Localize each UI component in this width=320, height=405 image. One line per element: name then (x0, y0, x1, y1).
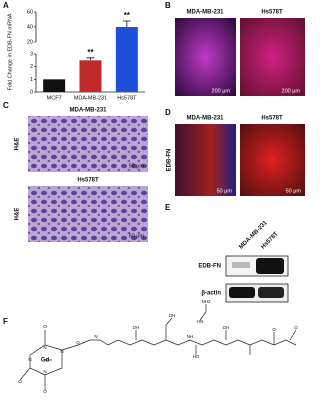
scale-bar-label: 200 μm (282, 88, 301, 94)
atom-label: O (43, 324, 47, 329)
column-title: MDA-MB-231 (186, 116, 224, 122)
atom-label: O (76, 340, 80, 345)
atom-label: NH (187, 334, 194, 339)
micrograph (28, 186, 148, 242)
bar (43, 79, 66, 92)
atom-label: OH (169, 313, 176, 318)
panel-label: D (165, 108, 171, 117)
atom-label: Gd (41, 358, 50, 364)
band (256, 258, 284, 274)
bar (79, 60, 102, 92)
panel-label: E (165, 203, 171, 212)
row-title: Hs578T (77, 178, 99, 184)
stain-label: H&E (15, 208, 21, 221)
panel-label: B (165, 1, 171, 10)
micrograph (28, 116, 148, 172)
panel-label: A (3, 1, 9, 10)
atom-label: N (43, 369, 46, 374)
y-tick-label: 1 (30, 77, 33, 83)
y-tick-label: 20 (27, 39, 33, 45)
scale-bar-label: 50 μm (286, 188, 302, 194)
row-title: EDB-FN (167, 149, 173, 172)
scale-bar-label: 50 μm (217, 188, 233, 194)
atom-label: O (272, 327, 276, 332)
micrograph (240, 124, 305, 196)
atom-label: N (28, 357, 31, 362)
micrograph (175, 124, 236, 196)
micrograph (175, 18, 236, 96)
atom-label: O (294, 325, 298, 330)
scale-bar-label: 50 μm (129, 163, 145, 169)
column-title: Hs578T (261, 10, 283, 16)
significance: ** (87, 48, 94, 57)
row-title: MDA-MB-231 (69, 108, 107, 114)
micrograph (240, 18, 305, 96)
row-label: EDB-FN (198, 264, 221, 270)
atom-label: HO (193, 354, 200, 359)
atom-label: O (18, 379, 22, 384)
x-tick-label: Hs578T (117, 95, 137, 101)
significance: ** (124, 11, 131, 20)
y-tick-label: 60 (27, 9, 33, 15)
error-bar (122, 20, 131, 27)
column-title: MDA-MB-231 (186, 10, 224, 16)
error-bar (86, 57, 95, 61)
y-axis-title: Fold Change in EDB-FN mRNA (7, 13, 13, 90)
y-tick-label: 2 (30, 64, 33, 70)
atom-label: NH2 (201, 299, 210, 304)
atom-label: N (60, 349, 63, 354)
x-tick-label: MDA-MB-231 (74, 95, 107, 101)
atom-label: N (43, 345, 46, 350)
atom-label: O (43, 389, 47, 394)
stain-label: H&E (15, 138, 21, 151)
x-tick-label: MCF7 (47, 95, 62, 101)
atom-label: N (94, 334, 97, 339)
panel-label: C (3, 101, 9, 110)
band (232, 262, 250, 268)
atom-label: OH (133, 325, 140, 330)
bar (115, 27, 138, 92)
atom-label: HN (197, 319, 204, 324)
structure (19, 304, 297, 390)
scale-bar-label: 200 μm (212, 88, 231, 94)
row-label: β-actin (201, 291, 221, 297)
lane-label: Hs578T (260, 231, 280, 251)
y-tick-label: 40 (27, 24, 33, 30)
scale-bar-label: 50 μm (129, 233, 145, 239)
band (258, 287, 284, 298)
y-tick-label: 3 (30, 51, 33, 57)
y-tick-label: 0 (30, 89, 33, 95)
atom-label: OH (223, 325, 230, 330)
panel-label: F (3, 317, 8, 326)
band (229, 287, 255, 298)
column-title: Hs578T (261, 116, 283, 122)
